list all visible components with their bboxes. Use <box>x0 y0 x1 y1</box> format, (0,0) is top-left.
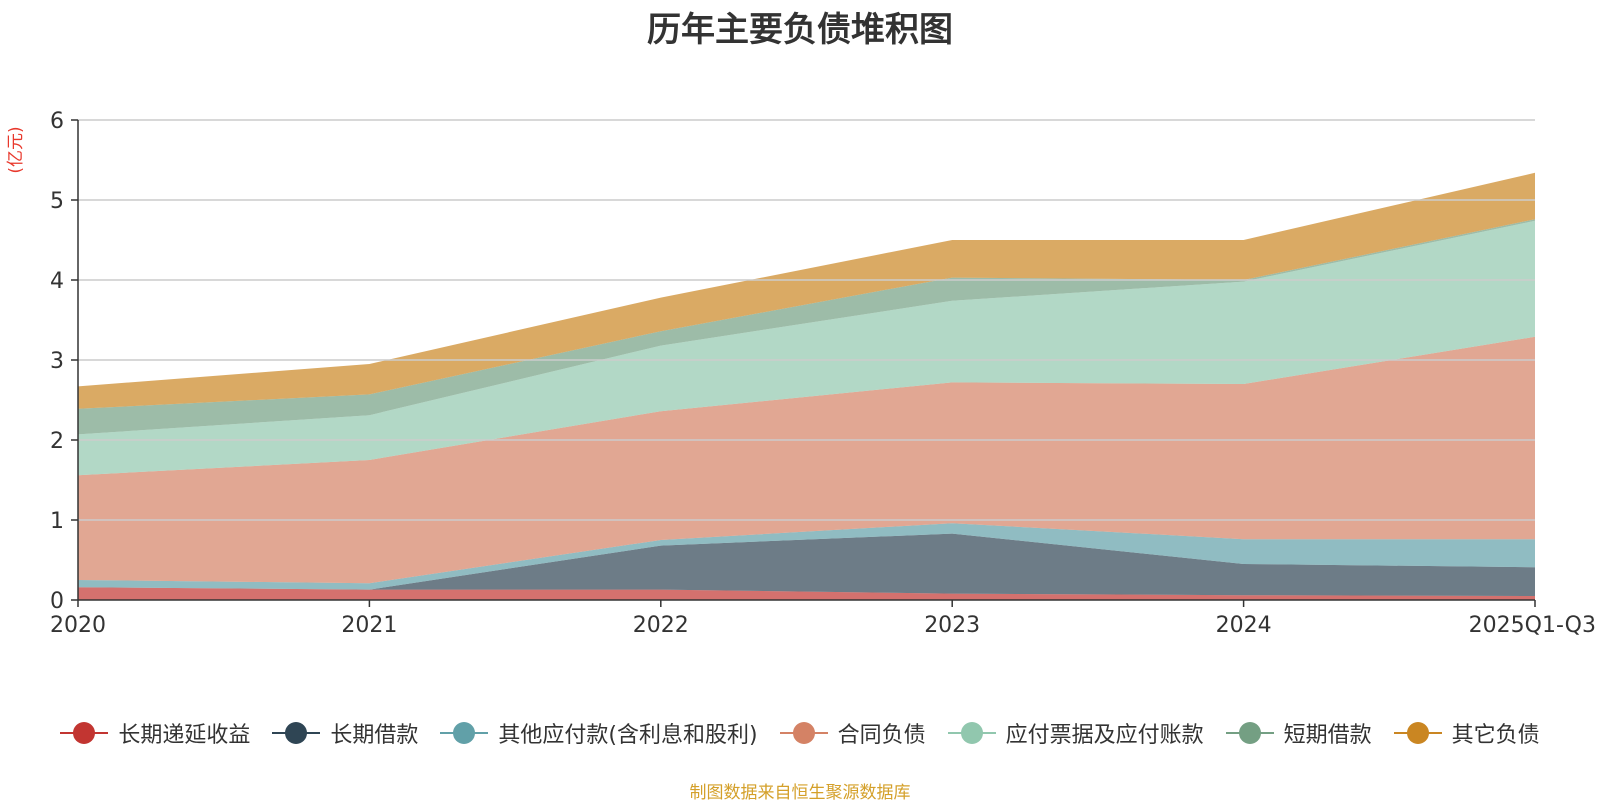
x-tick-label: 2020 <box>50 613 106 638</box>
area-series-6 <box>78 172 1535 409</box>
legend-item[interactable]: 其他应付款(含利息和股利) <box>440 717 758 749</box>
area-series-0 <box>78 587 1535 600</box>
area-series-1 <box>78 533 1535 596</box>
x-tick-label: 2025Q1-Q3 <box>1469 613 1596 638</box>
y-tick-label: 1 <box>50 509 64 534</box>
x-tick-label: 2023 <box>924 613 980 638</box>
plot-area: 0 1 2 3 4 5 6 2020 2021 2022 2023 2024 2025Q1-Q3 <box>50 109 1596 638</box>
y-tick-label: 2 <box>50 429 64 454</box>
legend-marker-icon <box>947 721 996 745</box>
legend-label: 合同负债 <box>837 723 926 748</box>
legend-item[interactable]: 短期借款 <box>1225 717 1372 749</box>
legend-label: 长期借款 <box>330 723 419 748</box>
y-tick-label: 5 <box>50 189 64 214</box>
x-tick-label: 2021 <box>341 613 397 638</box>
chart-title: 历年主要负债堆积图 <box>647 10 953 50</box>
legend-label: 长期递延收益 <box>118 723 251 748</box>
legend-marker-icon <box>779 721 828 745</box>
legend-item[interactable]: 应付票据及应付账款 <box>947 717 1204 749</box>
legend-label: 应付票据及应付账款 <box>1005 723 1204 748</box>
legend-marker-icon <box>440 721 489 745</box>
y-axis-unit-label: (亿元) <box>6 126 26 173</box>
area-series-5 <box>78 219 1535 435</box>
area-series-4 <box>78 220 1535 476</box>
legend-marker-icon <box>1225 721 1274 745</box>
legend-item[interactable]: 长期借款 <box>272 717 418 749</box>
y-tick-label: 4 <box>50 269 64 294</box>
y-tick-label: 3 <box>50 349 64 374</box>
y-tick-label: 0 <box>50 589 64 614</box>
legend-marker-icon <box>272 721 321 745</box>
legend-item[interactable]: 其它负债 <box>1393 717 1540 749</box>
area-series-2 <box>78 523 1535 590</box>
legend-marker-icon <box>1393 721 1442 745</box>
y-tick-label: 6 <box>50 109 64 134</box>
x-tick-label: 2022 <box>633 613 689 638</box>
x-tick-label: 2024 <box>1216 613 1272 638</box>
y-axis-unit-text: (亿元) <box>6 126 26 173</box>
area-series-3 <box>78 336 1535 584</box>
source-note: 制图数据来自恒生聚源数据库 <box>689 783 911 803</box>
legend-marker-icon <box>60 721 109 745</box>
area-series-group <box>78 172 1535 600</box>
legend-item[interactable]: 长期递延收益 <box>60 717 250 749</box>
legend-label: 其它负债 <box>1451 723 1540 748</box>
legend: 长期递延收益 长期借款 其他应付款(含利息和股利) 合同负债 应付票据及应付账款 短期借款… <box>0 716 1600 750</box>
legend-label: 其他应付款(含利息和股利) <box>498 723 758 748</box>
legend-item[interactable]: 合同负债 <box>779 717 926 749</box>
legend-label: 短期借款 <box>1283 723 1372 748</box>
